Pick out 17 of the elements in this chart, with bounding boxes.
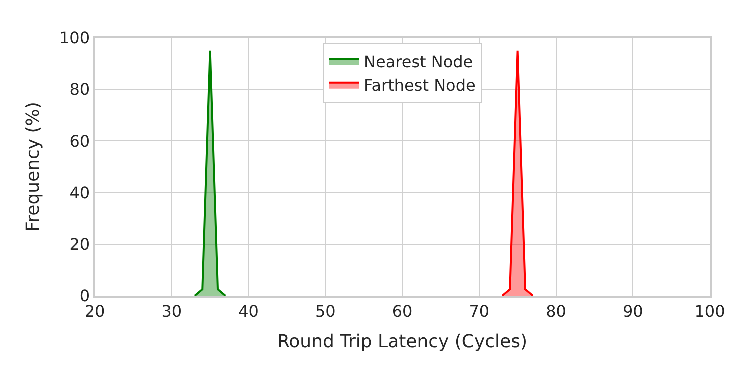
- y-tick-label: 40: [70, 183, 90, 202]
- y-tick-label: 20: [70, 235, 90, 254]
- y-tick-label: 60: [70, 132, 90, 151]
- x-tick-label: 60: [392, 302, 413, 321]
- x-tick-label: 80: [546, 302, 566, 321]
- y-tick-label: 100: [60, 28, 90, 48]
- x-tick-label: 30: [162, 302, 182, 321]
- x-tick-label: 90: [622, 302, 644, 321]
- x-tick-label: 50: [315, 302, 336, 321]
- x-tick-label: 70: [469, 302, 490, 321]
- legend-label: Farthest Node: [364, 76, 476, 96]
- y-axis-title: Frequency (%): [23, 102, 44, 232]
- x-axis-title: Round Trip Latency (Cycles): [277, 332, 528, 353]
- x-tick-label: 100: [694, 302, 726, 321]
- y-tick-label: 80: [70, 80, 90, 100]
- x-tick-label: 40: [238, 302, 259, 321]
- legend-label: Nearest Node: [364, 52, 474, 72]
